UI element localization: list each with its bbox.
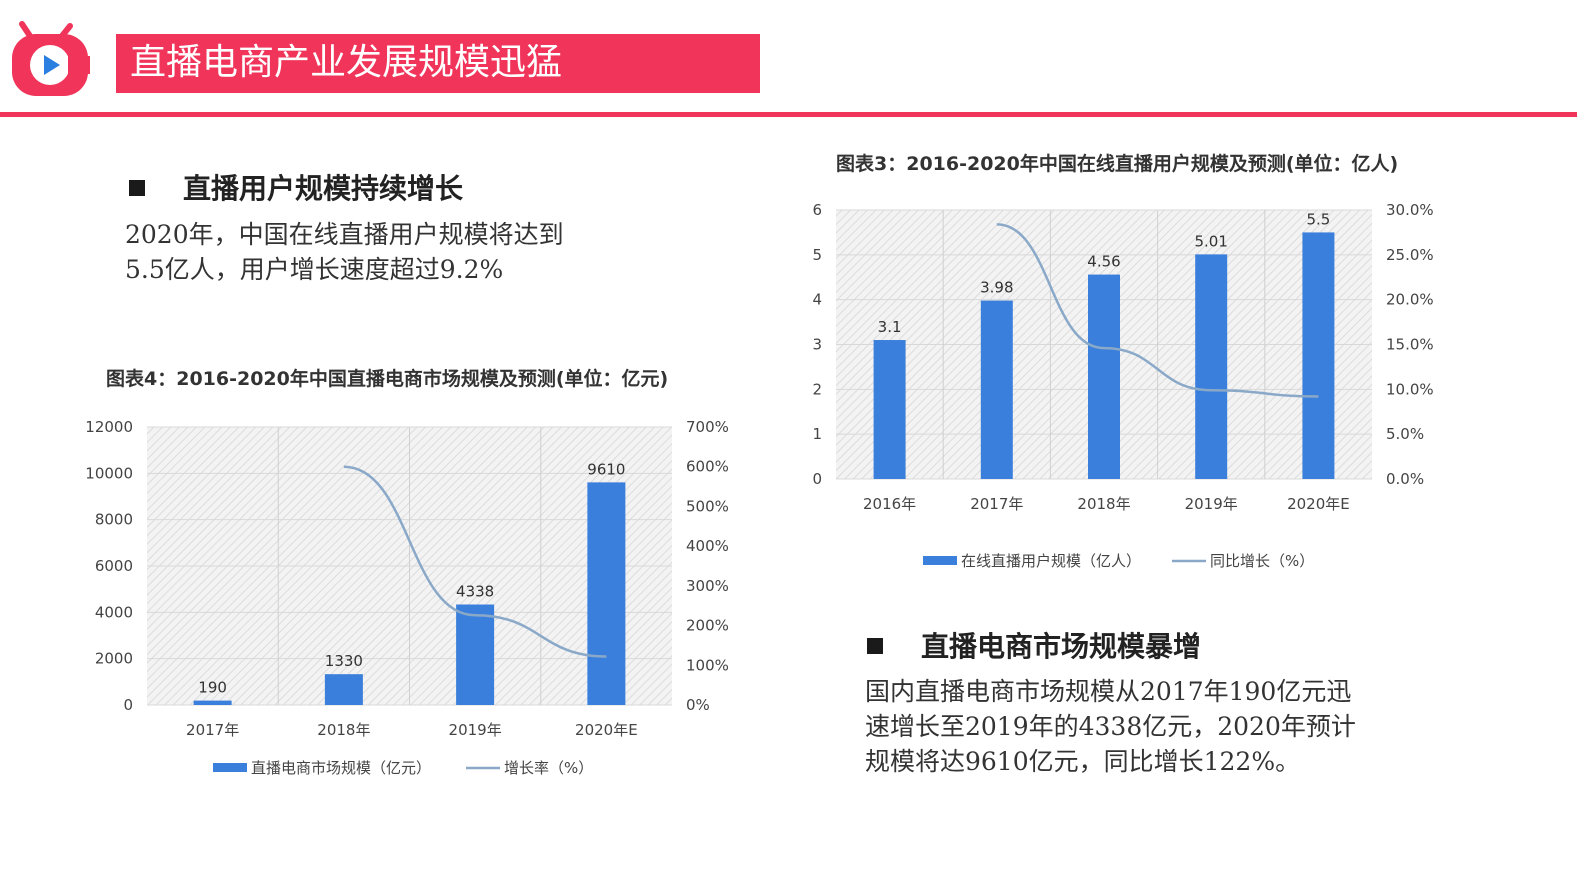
section2-body: 国内直播电商市场规模从2017年190亿元迅 速增长至2019年的4338亿元，… <box>865 677 1356 776</box>
growth-line <box>343 465 607 658</box>
y-tick-left: 8000 <box>95 511 133 529</box>
bar <box>1088 274 1120 479</box>
legend-line-label: 增长率（%） <box>504 759 593 777</box>
chart3-live-user-size: 0 1 2 3 4 5 6 0.0% 5.0% 10.0% 15.0% 20.0% 25.0% 30.0%… <box>812 201 1434 570</box>
y-tick-left: 2000 <box>95 650 133 668</box>
y-tick-right: 0% <box>686 696 710 714</box>
chart4-title: 图表4：2016-2020年中国直播电商市场规模及预测(单位：亿元) <box>106 368 669 390</box>
data-label: 5.01 <box>1194 232 1227 250</box>
legend-bar-label: 直播电商市场规模（亿元） <box>251 759 431 777</box>
section1-heading: 直播用户规模持续增长 <box>183 172 464 205</box>
live-logo-icon <box>12 21 90 96</box>
bar <box>193 700 232 705</box>
x-tick-label: 2018年 <box>1077 495 1130 513</box>
y-tick-right: 700% <box>686 418 729 436</box>
bullet-icon <box>129 180 145 196</box>
y-tick-right: 30.0% <box>1386 201 1434 219</box>
y-tick-left: 6000 <box>95 557 133 575</box>
data-label: 3.1 <box>878 318 902 336</box>
y-tick-right: 20.0% <box>1386 291 1434 309</box>
bar <box>1302 232 1335 479</box>
legend-line-label: 同比增长（%） <box>1210 552 1314 570</box>
header-divider <box>0 112 1577 117</box>
y-tick-left: 3 <box>812 336 822 354</box>
bar <box>456 604 495 705</box>
legend-bar-label: 在线直播用户规模（亿人） <box>961 552 1141 570</box>
data-label: 1330 <box>325 652 363 670</box>
bar <box>980 300 1013 479</box>
section2-heading: 直播电商市场规模暴增 <box>921 630 1202 663</box>
y-tick-left: 5 <box>812 246 822 264</box>
bar <box>873 340 906 479</box>
x-tick-label: 2018年 <box>317 721 370 739</box>
y-tick-left: 0 <box>123 696 133 714</box>
y-tick-right: 5.0% <box>1386 425 1424 443</box>
y-tick-left: 1 <box>812 425 822 443</box>
x-tick-label: 2016年 <box>863 495 916 513</box>
y-tick-right: 15.0% <box>1386 336 1434 354</box>
x-tick-label: 2020年E <box>1287 495 1350 513</box>
y-tick-right: 25.0% <box>1386 246 1434 264</box>
y-tick-right: 0.0% <box>1386 470 1424 488</box>
data-label: 4.56 <box>1087 253 1120 271</box>
y-tick-left: 10000 <box>85 464 133 482</box>
y-tick-right: 100% <box>686 656 729 674</box>
bar <box>1195 254 1228 479</box>
y-tick-left: 4000 <box>95 603 133 621</box>
x-tick-label: 2017年 <box>970 495 1023 513</box>
y-tick-left: 6 <box>812 201 822 219</box>
y-tick-right: 600% <box>686 458 729 476</box>
x-tick-label: 2020年E <box>575 721 638 739</box>
data-label: 5.5 <box>1306 210 1330 228</box>
page-title: 直播电商产业发展规模迅猛 <box>130 42 563 83</box>
growth-line <box>996 223 1319 398</box>
x-tick-label: 2019年 <box>449 721 502 739</box>
y-tick-right: 10.0% <box>1386 380 1434 398</box>
y-tick-left: 12000 <box>85 418 133 436</box>
title-banner: 直播电商产业发展规模迅猛 <box>116 34 760 93</box>
y-tick-left: 4 <box>812 291 822 309</box>
y-tick-left: 0 <box>812 470 822 488</box>
bullet-icon <box>867 638 883 654</box>
data-label: 9610 <box>587 460 625 478</box>
legend-bar-swatch <box>213 763 247 772</box>
data-label: 190 <box>198 679 227 697</box>
x-tick-label: 2019年 <box>1185 495 1238 513</box>
data-label: 4338 <box>456 583 494 601</box>
y-tick-right: 300% <box>686 577 729 595</box>
bar <box>587 482 626 705</box>
legend-bar-swatch <box>923 556 957 565</box>
x-tick-label: 2017年 <box>186 721 239 739</box>
y-tick-right: 200% <box>686 617 729 635</box>
y-tick-right: 400% <box>686 537 729 555</box>
chart4-ecommerce-market-size: 0 2000 4000 6000 8000 10000 12000 0% 100% 200% 300… <box>85 418 729 777</box>
section1-body: 2020年，中国在线直播用户规模将达到 5.5亿人，用户增长速度超过9.2% <box>125 220 564 284</box>
bar <box>324 674 363 705</box>
chart3-title: 图表3：2016-2020年中国在线直播用户规模及预测(单位：亿人) <box>836 153 1399 175</box>
data-label: 3.98 <box>980 279 1013 297</box>
y-tick-right: 500% <box>686 497 729 515</box>
y-tick-left: 2 <box>812 380 822 398</box>
